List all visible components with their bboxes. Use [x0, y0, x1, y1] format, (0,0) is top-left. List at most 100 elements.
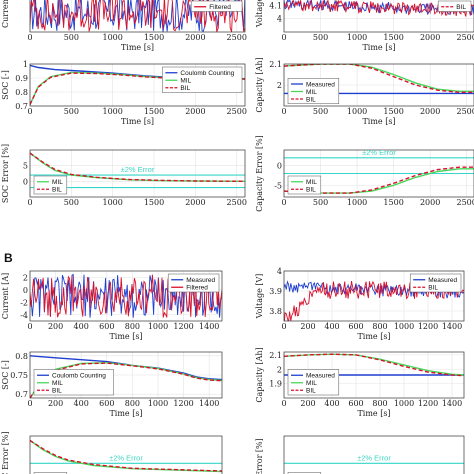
x-axis-label: Time [s]	[357, 332, 390, 341]
y-tick-label: 4.1	[269, 1, 282, 10]
x-tick-label: 0	[281, 33, 286, 42]
section-label-b: B	[4, 251, 13, 265]
x-tick-label: 1400	[199, 399, 219, 408]
x-tick-label: 2500	[457, 33, 474, 42]
x-axis-label: Time [s]	[362, 43, 395, 52]
error-annotation: ±2% Error	[109, 453, 143, 462]
series-bil	[284, 0, 474, 17]
x-tick-label: 600	[348, 322, 363, 331]
x-tick-label: 800	[125, 399, 140, 408]
x-tick-label: 400	[324, 322, 339, 331]
x-tick-label: 0	[27, 107, 32, 116]
x-tick-label: 1000	[394, 322, 414, 331]
legend-entry: Filtered	[186, 285, 208, 292]
series-mil	[284, 353, 464, 376]
x-axis-label: Time [s]	[121, 117, 154, 126]
chart-A-capacity: 0 500 1000 1500 2000 2500 2 2.1 Time [s] Capacity…	[255, 57, 474, 126]
x-axis-label: Time [s]	[109, 409, 142, 418]
x-tick-label: 1500	[144, 33, 164, 42]
legend: MIL	[287, 472, 322, 474]
x-tick-label: 1500	[383, 198, 403, 207]
series-filtered	[30, 273, 222, 318]
error-annotation: ±2% Error	[121, 165, 155, 174]
y-tick-label: 0.8	[15, 88, 28, 97]
y-axis-label: Capacity Error [%]	[255, 135, 264, 212]
y-tick-label: 1.9	[269, 380, 282, 389]
chart-A-voltage: 0 500 1000 1500 2000 2500 4 4.1 Time [s] Voltage B…	[255, 0, 474, 52]
chart-B-soc-error: SOC Error [%] ±2% Error MIL	[1, 431, 223, 474]
x-tick-label: 1000	[347, 107, 367, 116]
y-tick-label: 4	[277, 267, 282, 276]
y-tick-label: 0.75	[10, 371, 28, 380]
y-axis-label: SOC [-]	[1, 70, 10, 100]
y-tick-label: 0	[23, 286, 28, 295]
x-tick-label: 200	[300, 322, 315, 331]
x-tick-label: 2500	[227, 198, 247, 207]
x-tick-label: 0	[27, 399, 32, 408]
x-tick-label: 0	[27, 322, 32, 331]
axes-frame	[29, 435, 223, 474]
y-tick-label: -5	[274, 181, 282, 190]
x-tick-label: 1000	[103, 198, 123, 207]
y-axis-label: Capacity [Ah]	[255, 347, 264, 402]
series-bil	[284, 64, 474, 93]
x-tick-label: 600	[99, 399, 114, 408]
series-bil	[30, 152, 245, 182]
x-tick-label: 600	[99, 322, 114, 331]
x-tick-label: 1500	[383, 33, 403, 42]
legend-entry: BIL	[306, 388, 316, 395]
x-tick-label: 2000	[185, 107, 205, 116]
x-tick-label: 200	[48, 322, 63, 331]
x-tick-label: 1000	[103, 33, 123, 42]
legend: MIL	[33, 472, 68, 474]
y-tick-label: 0	[277, 162, 282, 171]
y-tick-label: 0.9	[15, 74, 28, 83]
legend-entry: MIL	[180, 78, 191, 85]
y-axis-label: SOC Error [%]	[1, 431, 10, 474]
legend-entry: Measured	[428, 277, 457, 284]
series-bil	[284, 166, 474, 194]
x-tick-label: 2000	[185, 198, 205, 207]
x-tick-label: 1500	[144, 198, 164, 207]
x-tick-label: 1000	[148, 322, 168, 331]
x-tick-label: 1200	[173, 322, 193, 331]
y-axis-label: Voltage	[255, 0, 264, 28]
x-tick-label: 0	[281, 399, 286, 408]
series-bil	[30, 439, 222, 472]
axes-frame	[29, 351, 223, 399]
x-tick-label: 2500	[457, 198, 474, 207]
x-tick-label: 400	[74, 322, 89, 331]
x-axis-label: Time [s]	[362, 117, 395, 126]
y-tick-label: 2	[277, 365, 282, 374]
x-tick-label: 500	[64, 198, 79, 207]
y-tick-label: 4	[277, 15, 282, 24]
series-measured	[284, 0, 474, 16]
x-tick-label: 1200	[418, 399, 438, 408]
legend-box	[437, 0, 472, 12]
plot-area	[30, 273, 222, 318]
y-axis-label: Voltage [V]	[255, 274, 264, 320]
chart-B-soc: 0 200 400 600 800 1000 1200 1400 0.7 0.75 0.8 Time …	[1, 351, 223, 418]
legend-entry: BIL	[428, 285, 438, 292]
x-tick-label: 200	[300, 399, 315, 408]
x-tick-label: 0	[27, 198, 32, 207]
x-tick-label: 0	[281, 107, 286, 116]
x-tick-label: 1200	[173, 399, 193, 408]
legend-entry: BIL	[306, 187, 316, 194]
y-tick-label: 0	[23, 177, 28, 186]
x-tick-label: 1400	[199, 322, 219, 331]
y-axis-label: SOC [-]	[1, 360, 10, 390]
chart-B-voltage: 0 200 400 600 800 1000 1200 1400 3.8 3.9 4 Time [s]…	[255, 267, 465, 341]
chart-B-capacity: 0 200 400 600 800 1000 1200 1400 1.9 2 2.1 Time [s]…	[255, 347, 465, 418]
y-tick-label: -2	[20, 298, 28, 307]
x-tick-label: 500	[313, 198, 328, 207]
x-tick-label: 0	[281, 322, 286, 331]
chart-B-capacity-error: y Error [%] ±2% Error MIL	[255, 435, 465, 474]
y-axis-label: Current	[1, 0, 10, 28]
plot-area	[30, 439, 222, 473]
